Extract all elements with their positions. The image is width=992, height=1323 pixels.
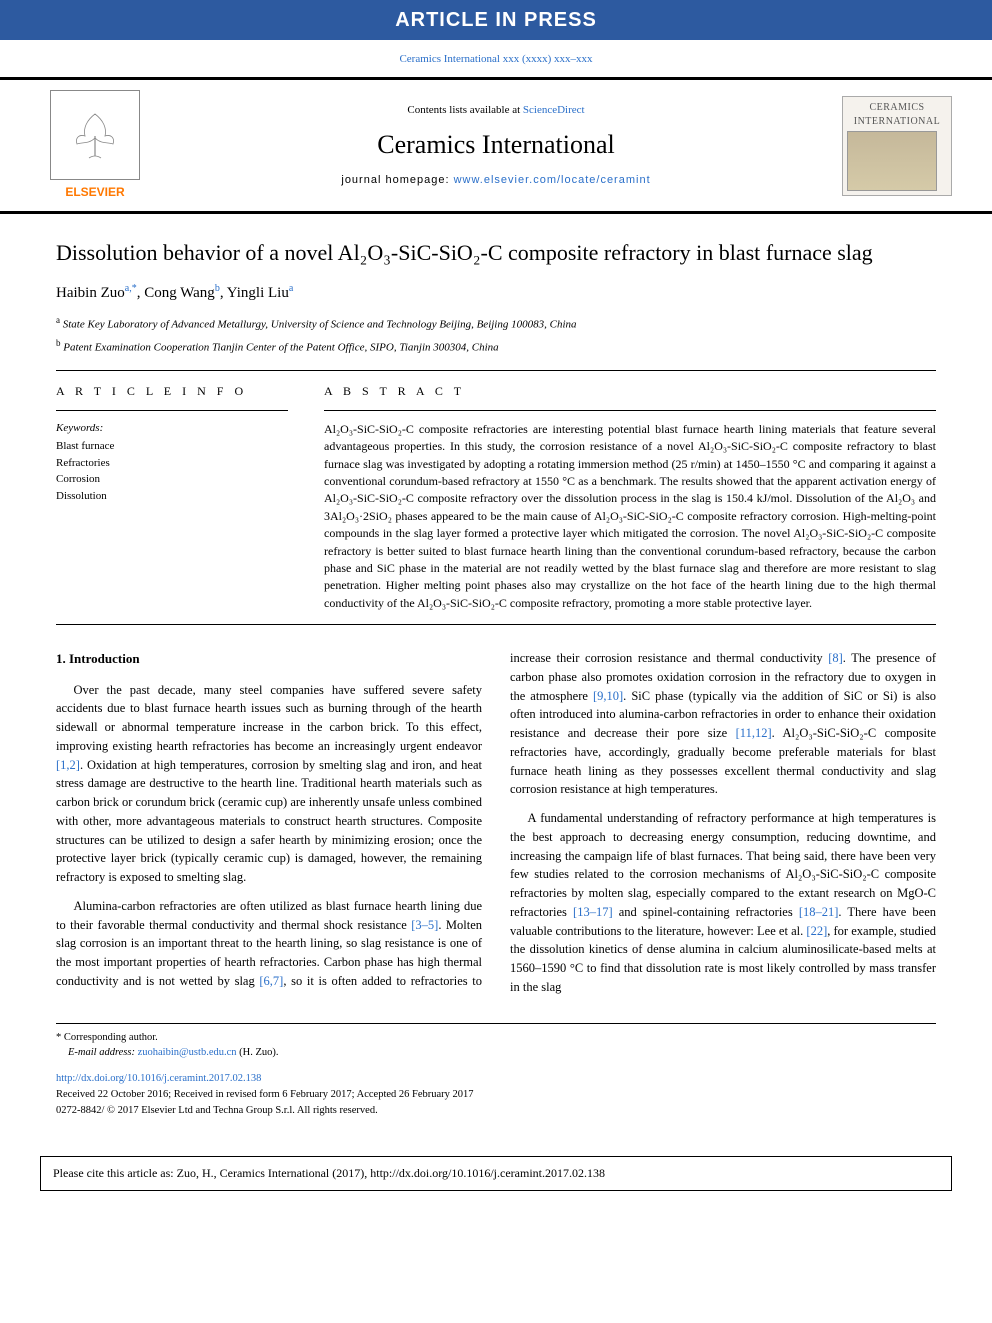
author-email-link[interactable]: zuohaibin@ustb.edu.cn <box>138 1047 237 1058</box>
affiliation-line: b Patent Examination Cooperation Tianjin… <box>56 337 936 356</box>
article-info-column: A R T I C L E I N F O Keywords: Blast fu… <box>56 370 296 625</box>
citation-link[interactable]: [18–21] <box>799 905 839 919</box>
author-list: Haibin Zuoa,*, Cong Wangb, Yingli Liua <box>56 282 936 304</box>
keyword-item: Refractories <box>56 455 288 472</box>
cover-image-placeholder <box>847 131 937 191</box>
info-abstract-row: A R T I C L E I N F O Keywords: Blast fu… <box>56 370 936 625</box>
article-body: Dissolution behavior of a novel Al₂O₃-Si… <box>0 214 992 1138</box>
abstract-text: Al₂O₃-SiC-SiO₂-C composite refractories … <box>324 421 936 612</box>
corresponding-author-note: * Corresponding author. <box>56 1030 936 1046</box>
keyword-item: Blast furnace <box>56 438 288 455</box>
header-center-block: Contents lists available at ScienceDirec… <box>150 103 842 188</box>
intro-paragraph-3: A fundamental understanding of refractor… <box>510 809 936 997</box>
sciencedirect-link[interactable]: ScienceDirect <box>523 104 585 116</box>
citation-link[interactable]: [11,12] <box>736 726 772 740</box>
citation-link[interactable]: [9,10] <box>593 689 623 703</box>
journal-homepage-link[interactable]: www.elsevier.com/locate/ceramint <box>454 174 651 186</box>
citation-link[interactable]: [22] <box>806 924 827 938</box>
banner-text: ARTICLE IN PRESS <box>395 9 597 31</box>
citation-link[interactable]: [3–5] <box>411 918 438 932</box>
email-label: E-mail address: <box>68 1047 138 1058</box>
contents-list-line: Contents lists available at ScienceDirec… <box>150 103 842 118</box>
email-line: E-mail address: zuohaibin@ustb.edu.cn (H… <box>56 1045 936 1061</box>
doi-block: http://dx.doi.org/10.1016/j.ceramint.201… <box>56 1071 936 1087</box>
elsevier-logo <box>50 90 140 180</box>
citation-link[interactable]: [6,7] <box>259 974 283 988</box>
copyright-line: 0272-8842/ © 2017 Elsevier Ltd and Techn… <box>56 1103 936 1119</box>
article-info-heading: A R T I C L E I N F O <box>56 383 288 411</box>
citation-link[interactable]: [13–17] <box>573 905 613 919</box>
doi-link[interactable]: http://dx.doi.org/10.1016/j.ceramint.201… <box>56 1073 261 1084</box>
email-author-name: (H. Zuo). <box>237 1047 279 1058</box>
intro-paragraph-1: Over the past decade, many steel compani… <box>56 681 482 887</box>
homepage-prefix: journal homepage: <box>341 174 453 186</box>
body-two-column: 1. Introduction Over the past decade, ma… <box>56 649 936 999</box>
cover-title: CERAMICS INTERNATIONAL <box>847 101 947 129</box>
journal-name: Ceramics International <box>150 127 842 163</box>
citation-link[interactable]: [8] <box>828 651 843 665</box>
received-dates: Received 22 October 2016; Received in re… <box>56 1087 936 1103</box>
article-title: Dissolution behavior of a novel Al₂O₃-Si… <box>56 238 936 268</box>
article-in-press-banner: ARTICLE IN PRESS <box>0 0 992 40</box>
affiliation-line: a State Key Laboratory of Advanced Metal… <box>56 314 936 333</box>
keyword-item: Corrosion <box>56 471 288 488</box>
elsevier-tree-icon <box>65 108 125 163</box>
journal-header-box: ELSEVIER Contents lists available at Sci… <box>0 77 992 214</box>
keywords-label: Keywords: <box>56 421 288 436</box>
publisher-logo-block: ELSEVIER <box>40 90 150 201</box>
please-cite-box: Please cite this article as: Zuo, H., Ce… <box>40 1156 952 1191</box>
section-1-heading: 1. Introduction <box>56 649 482 669</box>
citation-link[interactable]: Ceramics International xxx (xxxx) xxx–xx… <box>399 53 592 65</box>
journal-cover-thumbnail: CERAMICS INTERNATIONAL <box>842 96 952 196</box>
cite-text: Please cite this article as: Zuo, H., Ce… <box>53 1166 605 1180</box>
citation-link[interactable]: [1,2] <box>56 758 80 772</box>
header-citation-line: Ceramics International xxx (xxxx) xxx–xx… <box>0 48 992 77</box>
elsevier-name-label: ELSEVIER <box>65 184 124 201</box>
abstract-heading: A B S T R A C T <box>324 383 936 411</box>
keyword-item: Dissolution <box>56 488 288 505</box>
footnotes-block: * Corresponding author. E-mail address: … <box>56 1023 936 1119</box>
journal-homepage-line: journal homepage: www.elsevier.com/locat… <box>150 173 842 188</box>
contents-prefix: Contents lists available at <box>407 104 522 116</box>
abstract-column: A B S T R A C T Al₂O₃-SiC-SiO₂-C composi… <box>324 370 936 625</box>
